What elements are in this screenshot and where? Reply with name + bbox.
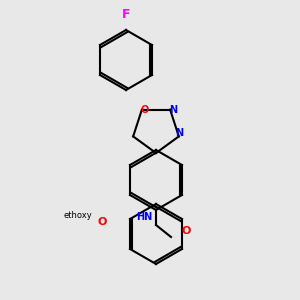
Text: ethoxy: ethoxy — [64, 212, 92, 220]
Text: O: O — [181, 226, 191, 236]
Text: O: O — [97, 217, 107, 227]
Text: HN: HN — [136, 212, 152, 223]
Text: N: N — [175, 128, 183, 138]
Text: O: O — [141, 105, 149, 115]
Text: N: N — [169, 105, 177, 115]
Text: F: F — [122, 8, 130, 21]
